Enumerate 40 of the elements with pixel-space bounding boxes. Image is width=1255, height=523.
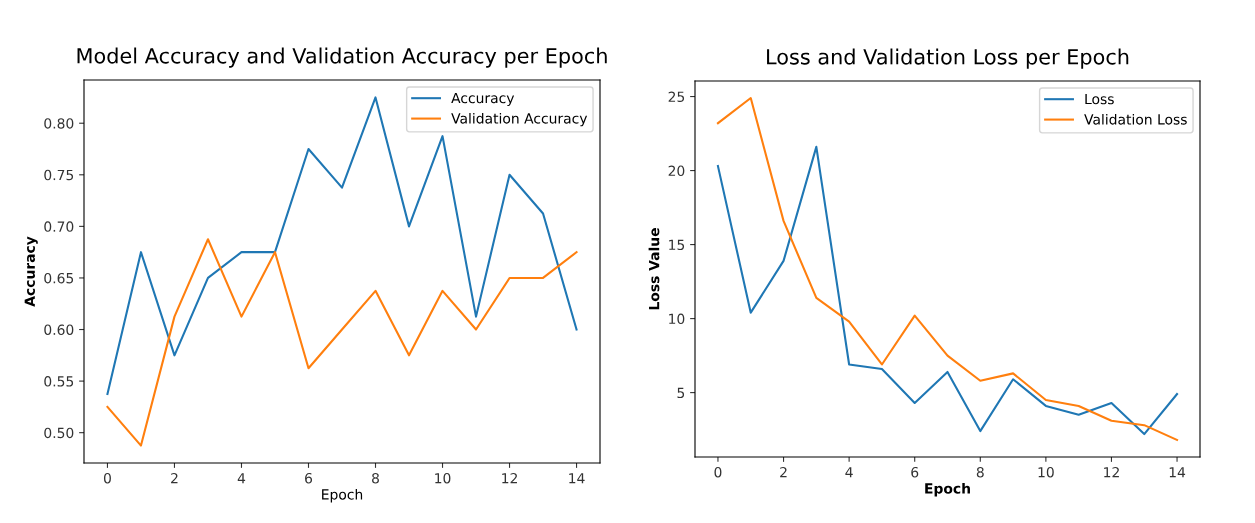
x-axis-title: Epoch (322, 488, 363, 503)
x-axis-title: Epoch (925, 482, 970, 497)
chart-title: Loss and Validation Loss per Epoch (767, 48, 1129, 69)
y-tick-label: 0.75 (44, 169, 74, 181)
line-series (106, 238, 578, 447)
x-tick-label: 6 (911, 466, 919, 478)
x-tick-label: 10 (435, 472, 451, 484)
y-tick-label: 20 (668, 165, 685, 177)
x-tick-label: 14 (569, 473, 585, 484)
legend-label: Accuracy (451, 92, 515, 106)
legend-label: Loss (1085, 93, 1114, 105)
x-tick-label: 2 (780, 466, 787, 478)
x-tick-label: 2 (171, 472, 178, 484)
y-tick-label: 0.80 (44, 118, 74, 129)
x-tick-label: 8 (372, 472, 379, 484)
x-tick-label: 8 (976, 466, 984, 478)
y-tick-label: 0.65 (44, 272, 74, 284)
x-tick-label: 0 (714, 466, 722, 478)
x-tick-label: 10 (1038, 466, 1054, 478)
y-tick-label: 0.60 (44, 324, 74, 335)
x-tick-label: 4 (845, 467, 853, 478)
x-tick-label: 14 (1169, 467, 1186, 478)
x-tick-label: 12 (1104, 466, 1119, 478)
legend-label: Validation Accuracy (451, 112, 588, 127)
y-tick-label: 15 (669, 239, 685, 251)
y-tick-label: 5 (677, 387, 685, 399)
x-tick-label: 4 (237, 473, 246, 484)
y-tick-label: 0.70 (44, 221, 74, 232)
y-tick-label: 0.50 (44, 427, 74, 439)
y-tick-label: 10 (669, 313, 685, 325)
y-axis-title: Loss Value (648, 228, 660, 310)
chart-title: Model Accuracy and Validation Accuracy per Epoch (77, 47, 607, 68)
y-tick-label: 25 (668, 91, 685, 103)
line-series (716, 145, 1179, 436)
x-tick-label: 0 (103, 472, 111, 484)
y-axis-title: Accuracy (24, 236, 38, 307)
x-tick-label: 6 (305, 472, 313, 484)
legend-label: Validation Loss (1084, 113, 1187, 125)
y-tick-label: 0.55 (44, 376, 74, 387)
x-tick-label: 12 (502, 472, 517, 484)
